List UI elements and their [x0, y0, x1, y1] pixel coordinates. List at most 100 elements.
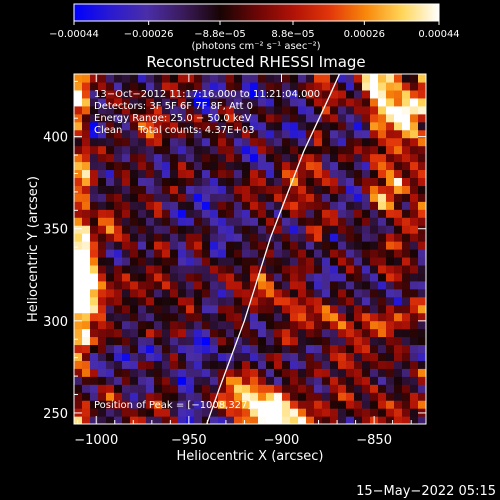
heatmap-cell — [122, 304, 131, 314]
heatmap-cell — [298, 400, 307, 409]
heatmap-cell — [250, 113, 259, 123]
heatmap-cell — [186, 81, 195, 91]
heatmap-cell — [98, 129, 107, 139]
heatmap-cell — [234, 153, 243, 163]
heatmap-cell — [410, 217, 419, 226]
heatmap-cell — [362, 137, 371, 147]
heatmap-cell — [122, 368, 131, 377]
heatmap-cell — [410, 384, 419, 393]
heatmap-cell — [138, 193, 147, 202]
heatmap-cell — [338, 392, 347, 401]
heatmap-cell — [74, 241, 83, 250]
heatmap-cell — [122, 272, 131, 282]
heatmap-cell — [74, 416, 83, 424]
heatmap-cell — [138, 256, 147, 266]
heatmap-cell — [130, 376, 139, 385]
heatmap-cell — [170, 392, 179, 401]
heatmap-cell — [114, 169, 123, 178]
heatmap-cell — [210, 304, 219, 314]
heatmap-cell — [402, 384, 411, 393]
heatmap-cell — [162, 328, 171, 338]
heatmap-cell — [234, 328, 243, 338]
heatmap-cell — [354, 272, 363, 282]
heatmap-cell — [74, 185, 83, 194]
heatmap-cell — [242, 264, 251, 274]
heatmap-cell — [338, 233, 347, 242]
heatmap-cell — [298, 360, 307, 369]
heatmap-cell — [202, 304, 211, 314]
heatmap-cell — [322, 209, 331, 218]
heatmap-cell — [322, 89, 331, 99]
y-tick-label: 300 — [43, 315, 68, 330]
heatmap-cell — [338, 288, 347, 298]
heatmap-cell — [250, 217, 259, 226]
heatmap-cell — [274, 336, 283, 346]
heatmap-cell — [346, 360, 355, 369]
heatmap-cell — [122, 249, 131, 258]
heatmap-cell — [194, 233, 203, 242]
heatmap-cell — [258, 113, 267, 123]
annotation-clean-counts: Clean Total counts: 4.37E+03 — [94, 125, 254, 136]
heatmap-cell — [74, 264, 83, 274]
heatmap-cell — [258, 161, 267, 171]
heatmap-cell — [162, 368, 171, 377]
heatmap-cell — [122, 280, 131, 290]
heatmap-cell — [90, 153, 99, 163]
heatmap-cell — [138, 153, 147, 163]
heatmap-cell — [394, 280, 403, 290]
heatmap-cell — [74, 304, 83, 314]
heatmap-cell — [282, 328, 291, 338]
heatmap-cell — [282, 129, 291, 139]
heatmap-cell — [82, 328, 91, 338]
heatmap-cell — [210, 256, 219, 266]
heatmap-cell — [314, 74, 323, 83]
heatmap-cell — [106, 328, 115, 338]
heatmap-cell — [258, 392, 267, 401]
heatmap-cell — [210, 384, 219, 393]
heatmap-cell — [330, 193, 339, 202]
heatmap-cell — [186, 272, 195, 282]
heatmap-cell — [114, 233, 123, 242]
heatmap-cell — [290, 137, 299, 147]
heatmap-cell — [386, 145, 395, 155]
heatmap-cell — [114, 113, 123, 123]
heatmap-cell — [146, 352, 155, 361]
heatmap-cell — [202, 249, 211, 258]
heatmap-cell — [330, 74, 339, 83]
heatmap-cell — [98, 241, 107, 250]
heatmap-cell — [114, 241, 123, 250]
heatmap-cell — [418, 320, 426, 330]
heatmap-cell — [298, 169, 307, 178]
heatmap-cell — [330, 89, 339, 99]
heatmap-cell — [410, 288, 419, 298]
heatmap-cell — [266, 320, 275, 330]
heatmap-cell — [402, 105, 411, 115]
heatmap-cell — [146, 336, 155, 346]
heatmap-cell — [146, 129, 155, 139]
heatmap-cell — [218, 145, 227, 155]
heatmap-cell — [234, 272, 243, 282]
heatmap-cell — [154, 153, 163, 163]
heatmap-cell — [178, 249, 187, 258]
heatmap-cell — [386, 416, 395, 424]
heatmap-cell — [122, 161, 131, 171]
heatmap-cell — [290, 161, 299, 171]
heatmap-cell — [82, 129, 91, 139]
heatmap-cell — [194, 193, 203, 202]
heatmap-cell — [170, 296, 179, 306]
heatmap-cell — [314, 328, 323, 338]
heatmap-cell — [418, 137, 426, 147]
heatmap-cell — [306, 384, 315, 393]
heatmap-cell — [234, 288, 243, 298]
heatmap-cell — [138, 81, 147, 91]
heatmap-cell — [170, 408, 179, 417]
heatmap-cell — [258, 296, 267, 306]
heatmap-cell — [330, 344, 339, 353]
heatmap-cell — [306, 416, 315, 424]
heatmap-cell — [250, 74, 259, 83]
heatmap-cell — [218, 74, 227, 83]
heatmap-cell — [322, 74, 331, 83]
heatmap-cell — [402, 217, 411, 226]
heatmap-cell — [258, 336, 267, 346]
heatmap-cell — [250, 233, 259, 242]
